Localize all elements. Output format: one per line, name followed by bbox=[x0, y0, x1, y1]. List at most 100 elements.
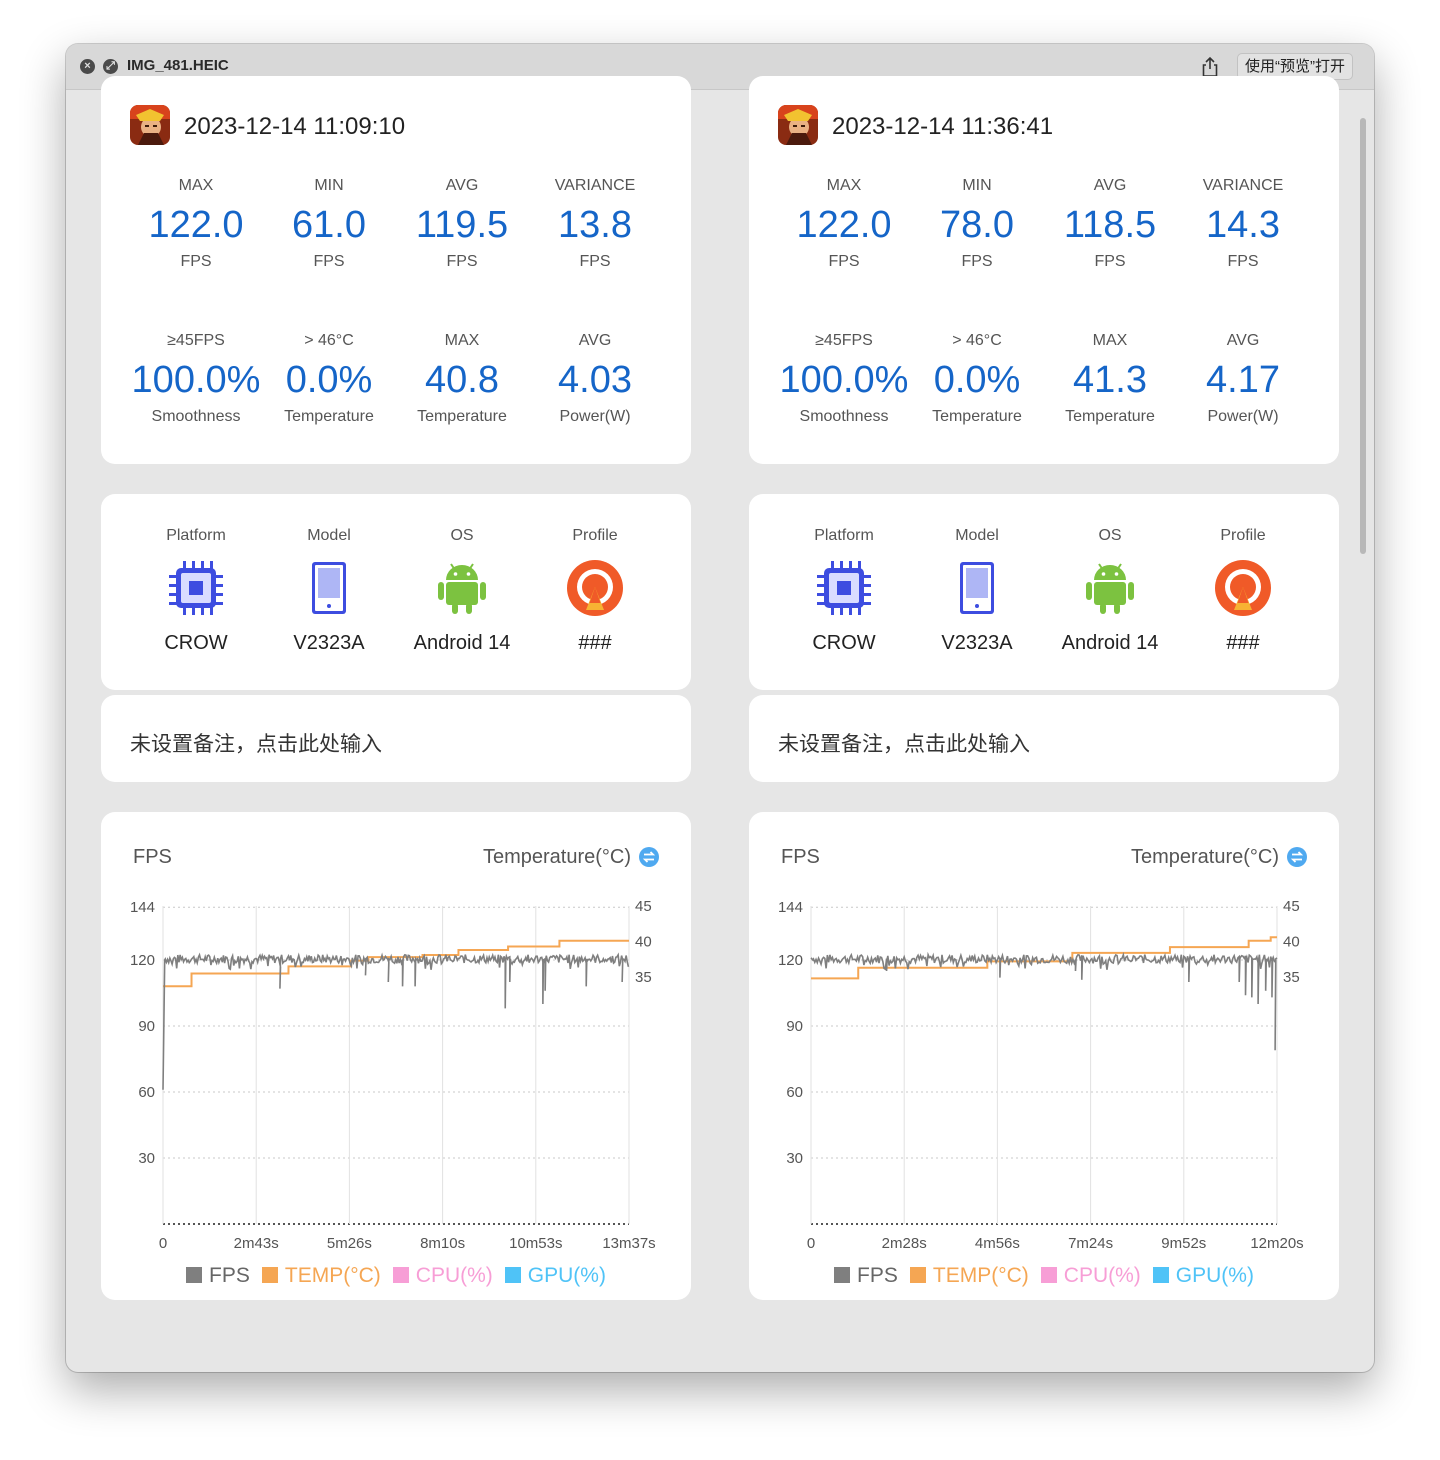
fps-temperature-chart[interactable]: 0 2m43s 5m26s 8m10s 10m53s 13m37s 30 60 90 120 144… bbox=[101, 892, 691, 1272]
device-label: OS bbox=[450, 527, 474, 544]
device-value: Android 14 bbox=[1061, 632, 1159, 654]
fps-series-line bbox=[810, 951, 1278, 1051]
device-value: V2323A bbox=[941, 632, 1013, 654]
summary-card: 2023-12-14 11:36:41 MAX 122.0 FPS MIN 78.0 FPS… bbox=[749, 76, 1339, 464]
device-os: OS Android 14 bbox=[396, 526, 528, 656]
y-right-tick-label: 45 bbox=[635, 898, 652, 915]
open-with-preview-button[interactable]: 使用“预览”打开 bbox=[1237, 53, 1353, 80]
stat-label: MAX bbox=[1092, 332, 1128, 349]
stat-item: > 46°C 0.0% Temperature bbox=[263, 331, 395, 427]
fps-temperature-chart-card: FPS Temperature(°C) 0 2m28s 4m56s 7m24s 9m52s 1… bbox=[749, 812, 1339, 1300]
x-tick-label: 10m53s bbox=[509, 1235, 562, 1252]
temp-series-line bbox=[811, 936, 1277, 980]
legend-item[interactable]: FPS bbox=[186, 1264, 250, 1288]
stat-label: MAX bbox=[444, 332, 480, 349]
y-right-tick-label: 40 bbox=[1283, 934, 1300, 951]
stat-item: MIN 78.0 FPS bbox=[911, 176, 1043, 272]
y-right-tick-label: 45 bbox=[1283, 898, 1300, 915]
stat-unit: Power(W) bbox=[1207, 408, 1279, 425]
y-left-tick-label: 30 bbox=[138, 1150, 155, 1167]
stat-label: ≥45FPS bbox=[815, 332, 873, 349]
note-input[interactable]: 未设置备注，点击此处输入 bbox=[101, 695, 691, 782]
device-profile: Profile ### bbox=[1177, 526, 1309, 656]
share-icon[interactable] bbox=[1200, 56, 1220, 78]
stat-item: AVG 4.03 Power(W) bbox=[529, 331, 661, 427]
chart-legend: FPS TEMP(°C) CPU(%) GPU(%) bbox=[101, 1264, 691, 1288]
y-left-tick-label: 144 bbox=[130, 899, 155, 916]
legend-item[interactable]: GPU(%) bbox=[1152, 1264, 1254, 1288]
stat-label: MAX bbox=[178, 177, 214, 194]
stat-item: AVG 119.5 FPS bbox=[396, 176, 528, 272]
y-left-tick-label: 60 bbox=[786, 1084, 803, 1101]
stat-label: MIN bbox=[314, 177, 344, 194]
stat-item: VARIANCE 14.3 FPS bbox=[1177, 176, 1309, 272]
stat-value: 41.3 bbox=[1073, 359, 1147, 401]
note-input[interactable]: 未设置备注，点击此处输入 bbox=[749, 695, 1339, 782]
stat-value: 61.0 bbox=[292, 204, 366, 246]
stat-unit: Smoothness bbox=[799, 408, 889, 425]
fps-series-line bbox=[162, 952, 630, 1090]
legend-swatch bbox=[1040, 1267, 1057, 1283]
device-label: Profile bbox=[1220, 527, 1266, 544]
stat-label: > 46°C bbox=[304, 332, 354, 349]
x-tick-label: 8m10s bbox=[420, 1235, 465, 1252]
stat-value: 14.3 bbox=[1206, 204, 1280, 246]
y-left-tick-label: 60 bbox=[138, 1084, 155, 1101]
device-label: Profile bbox=[572, 527, 618, 544]
window-title: IMG_481.HEIC bbox=[127, 57, 229, 74]
stat-unit: FPS bbox=[446, 253, 478, 270]
legend-item[interactable]: FPS bbox=[834, 1264, 898, 1288]
stat-value: 0.0% bbox=[285, 359, 373, 401]
y-left-tick-label: 90 bbox=[786, 1018, 803, 1035]
legend-swatch bbox=[186, 1267, 203, 1283]
x-tick-label: 5m26s bbox=[327, 1235, 372, 1252]
stat-label: AVG bbox=[445, 177, 479, 194]
stat-value: 119.5 bbox=[415, 204, 509, 246]
swap-metric-icon[interactable] bbox=[1286, 846, 1308, 868]
legend-label: GPU(%) bbox=[527, 1264, 606, 1287]
profile-icon bbox=[1213, 558, 1273, 618]
y-right-tick-label: 35 bbox=[635, 969, 652, 986]
legend-item[interactable]: CPU(%) bbox=[1040, 1264, 1141, 1288]
legend-item[interactable]: GPU(%) bbox=[504, 1264, 606, 1288]
stat-unit: FPS bbox=[579, 253, 611, 270]
close-icon[interactable]: × bbox=[80, 59, 95, 74]
device-label: Model bbox=[307, 527, 351, 544]
legend-item[interactable]: TEMP(°C) bbox=[909, 1264, 1029, 1288]
stat-value: 13.8 bbox=[558, 204, 632, 246]
stat-label: MIN bbox=[962, 177, 992, 194]
stat-item: MAX 122.0 FPS bbox=[778, 176, 910, 272]
device-card: Platform CROW Model V2323A OS Android 14 Profi… bbox=[101, 494, 691, 690]
stat-unit: FPS bbox=[180, 253, 212, 270]
stat-unit: Smoothness bbox=[151, 408, 241, 425]
legend-item[interactable]: CPU(%) bbox=[392, 1264, 493, 1288]
session-datetime: 2023-12-14 11:36:41 bbox=[832, 113, 1054, 140]
device-value: ### bbox=[578, 632, 612, 654]
swap-metric-icon[interactable] bbox=[638, 846, 660, 868]
phone-icon bbox=[299, 558, 359, 618]
fullscreen-icon[interactable]: ⤢ bbox=[103, 59, 118, 74]
stat-label: VARIANCE bbox=[554, 177, 636, 194]
stat-unit: Temperature bbox=[932, 408, 1022, 425]
stat-item: AVG 118.5 FPS bbox=[1044, 176, 1176, 272]
stat-label: VARIANCE bbox=[1202, 177, 1284, 194]
stat-unit: FPS bbox=[1227, 253, 1259, 270]
fps-temperature-chart[interactable]: 0 2m28s 4m56s 7m24s 9m52s 12m20s 30 60 90 120 144 3… bbox=[749, 892, 1339, 1272]
y-left-tick-label: 90 bbox=[138, 1018, 155, 1035]
stat-item: ≥45FPS 100.0% Smoothness bbox=[130, 331, 262, 427]
legend-label: CPU(%) bbox=[415, 1264, 493, 1287]
y-right-tick-label: 40 bbox=[635, 934, 652, 951]
stat-item: VARIANCE 13.8 FPS bbox=[529, 176, 661, 272]
scrollbar[interactable] bbox=[1360, 118, 1366, 554]
legend-swatch bbox=[504, 1267, 521, 1283]
stat-value: 100.0% bbox=[779, 359, 909, 401]
session-datetime: 2023-12-14 11:09:10 bbox=[184, 113, 406, 140]
stat-item: MAX 122.0 FPS bbox=[130, 176, 262, 272]
legend-item[interactable]: TEMP(°C) bbox=[261, 1264, 381, 1288]
fps-temperature-chart-card: FPS Temperature(°C) 0 2m43s 5m26s 8m10s 10m53s… bbox=[101, 812, 691, 1300]
device-card: Platform CROW Model V2323A OS Android 14 Profi… bbox=[749, 494, 1339, 690]
temp-series-line bbox=[163, 939, 629, 988]
stat-value: 118.5 bbox=[1063, 204, 1157, 246]
x-tick-label: 2m28s bbox=[882, 1235, 927, 1252]
legend-label: CPU(%) bbox=[1063, 1264, 1141, 1287]
